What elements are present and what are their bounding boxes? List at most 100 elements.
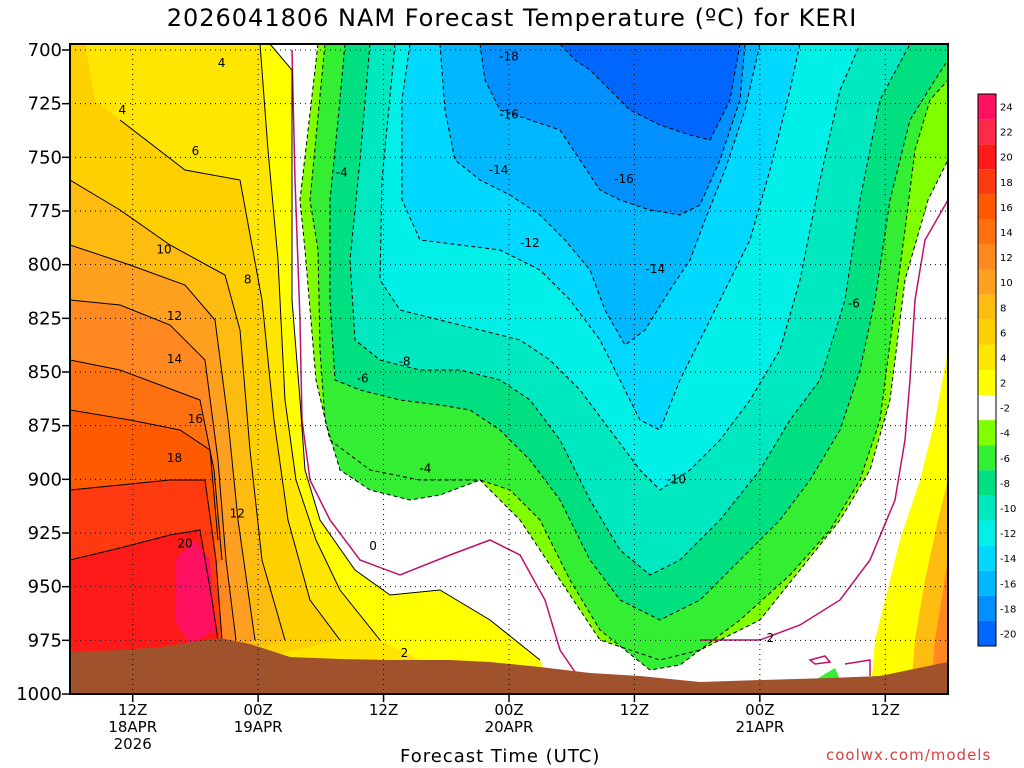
contour-minus-18 xyxy=(559,44,741,141)
contour-label: 12 xyxy=(167,309,182,323)
contour-label: 2 xyxy=(766,631,774,645)
time-tick-label: 12Z xyxy=(369,701,398,719)
colorbar-label: 6 xyxy=(1000,328,1006,339)
contour-label: 4 xyxy=(218,56,226,70)
colorbar-label: 22 xyxy=(1000,128,1013,139)
contour-6 xyxy=(119,119,341,641)
zero-isotherm-bottom xyxy=(808,655,871,676)
contour-label: -14 xyxy=(646,262,666,276)
colorbar-label: 18 xyxy=(1000,178,1013,189)
contour-label: -4 xyxy=(336,165,348,179)
zero-isotherm-right xyxy=(700,199,948,641)
time-tick-label: 00Z xyxy=(494,701,523,719)
colorbar-label: -6 xyxy=(1000,454,1010,465)
pressure-tick-label: 950 xyxy=(28,577,62,598)
contour-label: 20 xyxy=(177,537,192,551)
pressure-tick-label: 825 xyxy=(28,308,62,329)
time-tick-label: 00Z xyxy=(745,701,774,719)
field-warm-22 xyxy=(175,540,215,645)
colorbar-swatch xyxy=(978,219,996,245)
colorbar-label: -18 xyxy=(1000,604,1016,615)
contour-label: 6 xyxy=(192,144,200,158)
contour-18 xyxy=(70,479,223,641)
colorbar-swatch xyxy=(978,370,996,396)
contour-4 xyxy=(259,44,381,641)
contour-minus-12 xyxy=(401,44,801,431)
colorbar-frame xyxy=(977,93,997,647)
contour-14 xyxy=(70,359,223,561)
colorbar-swatch xyxy=(978,119,996,145)
time-tick-label: 12Z xyxy=(871,701,900,719)
colorbar-swatch xyxy=(978,620,996,646)
pressure-gridlines xyxy=(62,49,948,695)
time-tick-label: 20APR xyxy=(485,718,534,736)
contour-label: -14 xyxy=(489,163,509,177)
contour-label: -4 xyxy=(419,462,431,476)
pressure-tick-label: 800 xyxy=(28,255,62,276)
small-green-patch xyxy=(815,668,840,680)
contour-8 xyxy=(70,179,286,641)
colorbar-swatch xyxy=(978,244,996,270)
contour-label: 2 xyxy=(401,646,409,660)
time-tick-label: 21APR xyxy=(735,718,784,736)
colorbar-label: 14 xyxy=(1000,228,1013,239)
pressure-tick-label: 725 xyxy=(28,94,62,115)
contour-16 xyxy=(70,409,219,541)
colorbar-swatch xyxy=(978,344,996,370)
field-cold-18 xyxy=(560,44,740,140)
pressure-tick-label: 925 xyxy=(28,523,62,544)
colorbar-label: 20 xyxy=(1000,153,1013,164)
contour-label: 12 xyxy=(230,507,245,521)
contour-label: 18 xyxy=(167,451,182,465)
contour-minus-6 xyxy=(329,44,948,621)
terrain-surface xyxy=(70,638,948,694)
temperature-fields xyxy=(70,44,948,694)
contour-label: -8 xyxy=(398,354,410,368)
time-tick-label: 12Z xyxy=(620,701,649,719)
contour-label: -10 xyxy=(666,472,686,486)
colorbar-swatch xyxy=(978,94,996,120)
contour-label: 0 xyxy=(369,539,377,553)
colorbar-swatch xyxy=(978,395,996,421)
cold-contours xyxy=(299,44,948,671)
contour-label: 4 xyxy=(118,103,126,117)
colorbar-label: -2 xyxy=(1000,404,1010,415)
colorbar-swatch xyxy=(978,545,996,571)
colorbar-swatch xyxy=(978,445,996,471)
contour-label: -16 xyxy=(614,172,634,186)
time-tick-label: 12Z xyxy=(118,701,147,719)
colorbar-swatch xyxy=(978,169,996,195)
contour-label: 10 xyxy=(156,243,171,257)
colorbar-swatch xyxy=(978,319,996,345)
contour-minus-8 xyxy=(349,44,911,576)
pressure-tick-label: 975 xyxy=(28,630,62,651)
pressure-tick-label: 875 xyxy=(28,416,62,437)
colorbar: 24 22 20 18 16 14 12 10 8 6 4 2 -2 -4 -6 -8 -10 -12 -14 -16… xyxy=(977,93,1016,647)
field-late-warm-8 xyxy=(930,560,948,694)
contour-label: -6 xyxy=(848,296,860,310)
pressure-tick-label: 850 xyxy=(28,362,62,383)
chart-title: 2026041806 NAM Forecast Temperature (ºC)… xyxy=(166,4,858,32)
colorbar-swatch xyxy=(978,570,996,596)
contour-minus-16 xyxy=(479,44,746,216)
colorbar-label: -14 xyxy=(1000,554,1016,565)
pressure-tick-label: 900 xyxy=(28,469,62,490)
colorbar-swatch xyxy=(978,294,996,320)
contour-minus-10 xyxy=(379,44,861,491)
contour-label: 14 xyxy=(167,352,182,366)
colorbar-label: -4 xyxy=(1000,429,1010,440)
time-tick-label: 19APR xyxy=(234,718,283,736)
pressure-tick-label: 750 xyxy=(28,147,62,168)
colorbar-swatch xyxy=(978,595,996,621)
contour-label: -6 xyxy=(357,371,369,385)
zero-isotherm-left xyxy=(291,49,576,673)
colorbar-label: -8 xyxy=(1000,479,1010,490)
credit-text: coolwx.com/models xyxy=(826,746,992,764)
time-gridlines xyxy=(131,44,887,702)
contour-minus-2 xyxy=(299,44,948,661)
contour-labels: 4 4 6 -18 -16 -14 -16 -4 -12 10 8 -14 -6 12 -8 14 -6 16 18… xyxy=(118,49,859,660)
colorbar-swatch xyxy=(978,495,996,521)
colorbar-swatch xyxy=(978,194,996,220)
